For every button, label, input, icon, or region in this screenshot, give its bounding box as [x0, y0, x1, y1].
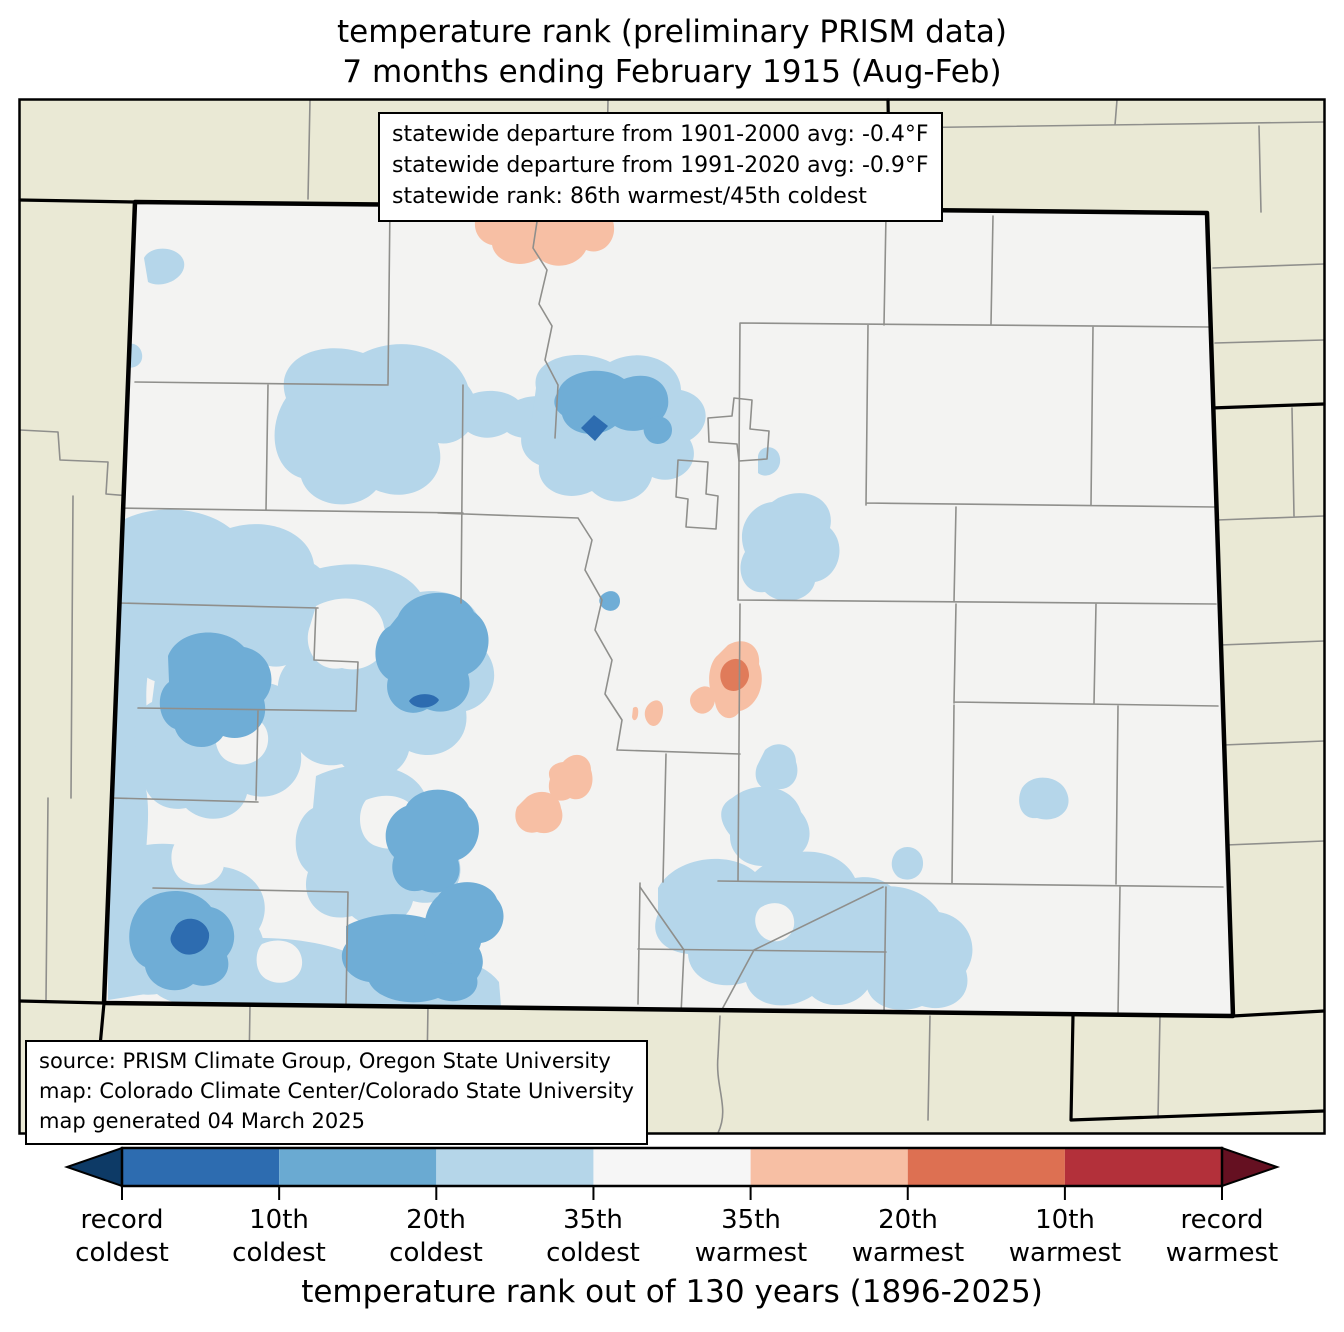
cold2-blob — [643, 416, 672, 444]
tick-label-35th-warmest: 35th warmest — [694, 1205, 808, 1268]
stats-box: statewide departure from 1901-2000 avg: … — [378, 112, 943, 222]
tick-label-record-warmest: record warmest — [1165, 1205, 1279, 1268]
tick-label-35th-coldest: 35th coldest — [546, 1205, 640, 1268]
warm1-blob — [548, 754, 593, 801]
cold2-blob — [554, 370, 669, 434]
cold3-blob — [170, 918, 210, 955]
colorbar-segment-5 — [750, 1148, 908, 1186]
warm2-blob — [720, 658, 749, 691]
warm1-blob — [644, 700, 664, 726]
cold1-blob — [843, 886, 973, 1010]
cold1-blob — [144, 248, 185, 285]
stats-line-3: statewide rank: 86th warmest/45th coldes… — [392, 184, 867, 210]
colorbar-outline — [120, 1146, 1224, 1188]
source-line-3: map generated 04 March 2025 — [39, 1108, 366, 1133]
colorado-county-lines-west — [112, 203, 884, 1016]
source-box: source: PRISM Climate Group, Oregon Stat… — [25, 1040, 648, 1146]
map-title-line1: temperature rank (preliminary PRISM data… — [336, 14, 1007, 50]
tick-label-10th-coldest: 10th coldest — [232, 1205, 326, 1268]
neutral-hole — [171, 837, 225, 885]
map-title-line2: 7 months ending February 1915 (Aug-Feb) — [342, 54, 1002, 91]
cold1-blob — [104, 509, 330, 689]
colorado-map — [18, 98, 1326, 1135]
warm1-blob — [632, 706, 639, 721]
colorbar-segment-7 — [1064, 1148, 1222, 1186]
stats-line-2: statewide departure from 1991-2020 avg: … — [392, 153, 929, 179]
neutral-hole — [307, 598, 387, 670]
rank-blobs — [104, 203, 1224, 1016]
source-line-1: source: PRISM Climate Group, Oregon Stat… — [39, 1049, 611, 1073]
stats-line-1: statewide departure from 1901-2000 avg: … — [392, 122, 929, 147]
cold1-blob — [758, 447, 781, 476]
cold1-blob — [891, 847, 924, 880]
source-line-2: map: Colorado Climate Center/Colorado St… — [39, 1078, 634, 1103]
colorbar-title: temperature rank out of 130 years (1896-… — [301, 1274, 1043, 1310]
neutral-hole — [256, 940, 303, 983]
colorbar-segment-2 — [279, 1148, 437, 1186]
colorbar-right-arrow — [1221, 1146, 1281, 1188]
cold1-blob — [1019, 777, 1069, 820]
map-frame — [18, 98, 1326, 1135]
cold-medium-blobs — [129, 370, 672, 1003]
denver-area-county-lines — [675, 397, 770, 530]
cold1-blob — [755, 744, 798, 790]
colorbar-left-arrow — [63, 1146, 123, 1188]
map-title: temperature rank (preliminary PRISM data… — [0, 12, 1344, 93]
tick-label-20th-warmest: 20th warmest — [851, 1205, 965, 1268]
cold3-blob — [409, 694, 439, 708]
neutral-hole — [755, 903, 795, 942]
cold1-blob — [721, 786, 810, 866]
colorbar-segment-3 — [436, 1148, 594, 1186]
tick-label-10th-warmest: 10th warmest — [1008, 1205, 1122, 1268]
cold2-blob — [599, 591, 620, 611]
cold2-blob — [385, 789, 479, 893]
cold2-blob — [375, 592, 489, 713]
cold2-blob — [424, 882, 504, 965]
tick-label-record-coldest: record coldest — [75, 1205, 169, 1268]
colorbar-segment-1 — [122, 1148, 280, 1186]
warm1-blob — [515, 791, 563, 834]
cold3-blob — [581, 415, 608, 441]
colorbar-segment-4 — [593, 1148, 751, 1186]
warm1-blob — [690, 686, 716, 714]
cold2-blob — [159, 632, 272, 747]
cold-dark-blobs — [170, 415, 608, 955]
map-canvas — [18, 98, 1326, 1135]
tick-label-20th-coldest: 20th coldest — [389, 1205, 483, 1268]
colorbar — [63, 1146, 1281, 1200]
colorbar-segment-6 — [907, 1148, 1065, 1186]
colorbar-ticks — [121, 1186, 1223, 1200]
cold1-blob — [740, 493, 840, 601]
